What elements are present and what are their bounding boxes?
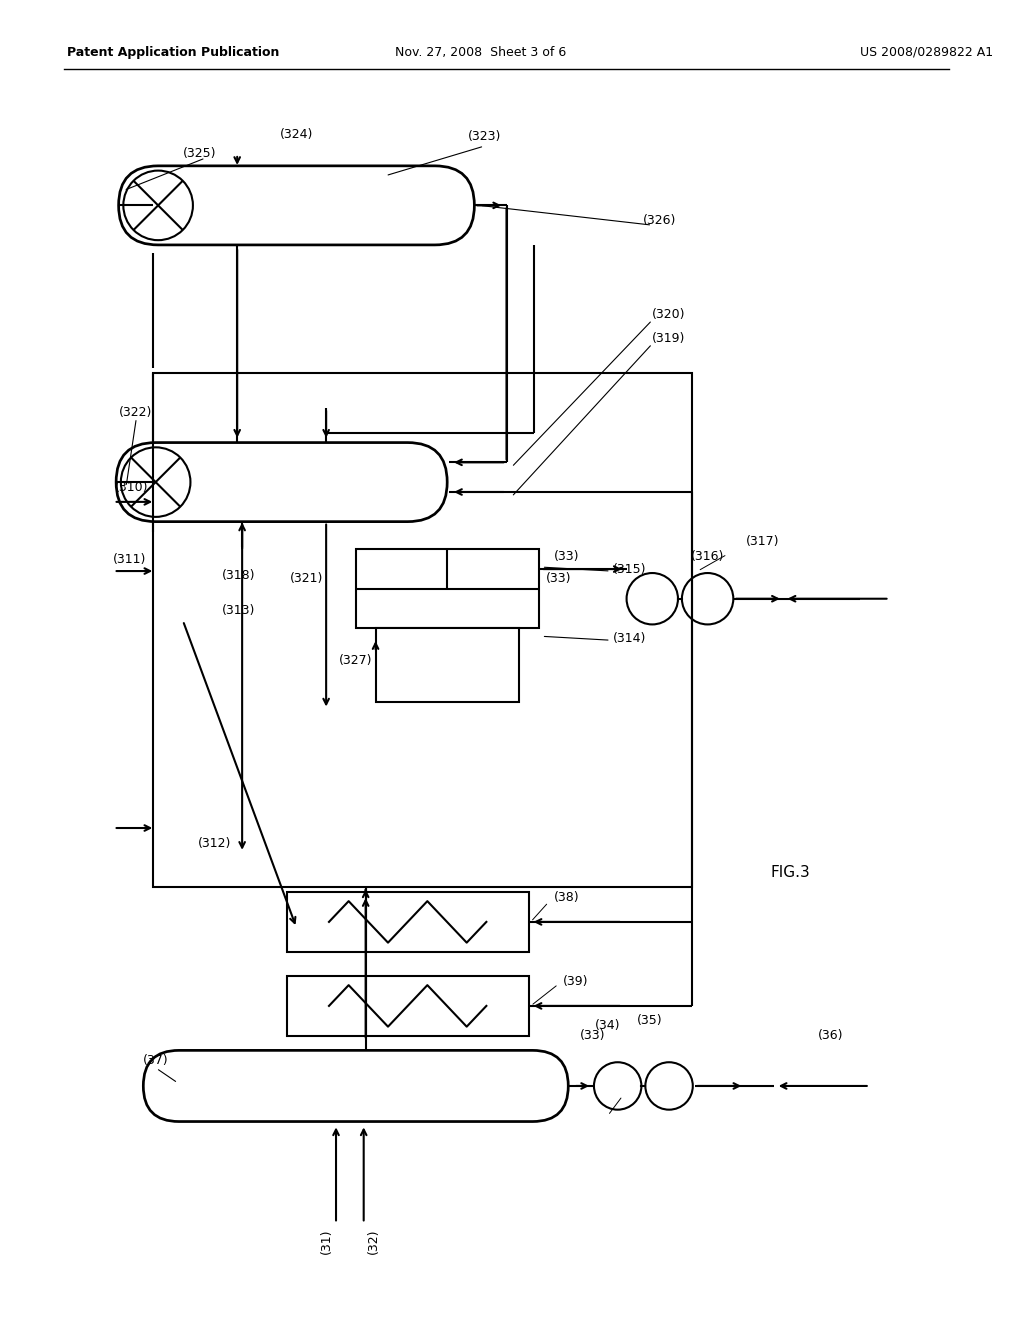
FancyBboxPatch shape (143, 1051, 568, 1122)
Text: (33): (33) (546, 573, 571, 586)
Text: (327): (327) (339, 653, 373, 667)
Text: (315): (315) (612, 562, 646, 576)
Text: (326): (326) (642, 214, 676, 227)
Text: (33): (33) (553, 549, 579, 562)
Text: (34): (34) (595, 1019, 621, 1032)
Text: (38): (38) (553, 891, 579, 904)
Bar (287, 977, 528, 1036)
Text: (311): (311) (113, 553, 146, 566)
Text: (35): (35) (637, 1014, 663, 1027)
Text: (33): (33) (581, 1030, 606, 1041)
Text: FIG.3: FIG.3 (771, 865, 811, 880)
Bar (355, 549, 539, 628)
Bar (287, 892, 528, 952)
Text: (324): (324) (280, 128, 313, 141)
Text: (325): (325) (183, 148, 216, 161)
Text: (39): (39) (563, 974, 589, 987)
Text: (32): (32) (367, 1229, 380, 1254)
Text: (322): (322) (119, 407, 152, 420)
FancyBboxPatch shape (116, 442, 447, 521)
Bar (154, 374, 692, 887)
Text: US 2008/0289822 A1: US 2008/0289822 A1 (860, 46, 993, 58)
Text: (314): (314) (612, 632, 646, 644)
FancyBboxPatch shape (119, 166, 474, 246)
Text: (310): (310) (115, 480, 148, 494)
Text: (320): (320) (652, 308, 686, 321)
Text: (37): (37) (143, 1053, 169, 1067)
Text: Patent Application Publication: Patent Application Publication (68, 46, 280, 58)
Text: (312): (312) (198, 837, 231, 850)
Text: (318): (318) (222, 569, 256, 582)
Text: Nov. 27, 2008  Sheet 3 of 6: Nov. 27, 2008 Sheet 3 of 6 (395, 46, 566, 58)
Text: (321): (321) (290, 573, 323, 586)
Text: (36): (36) (817, 1030, 843, 1041)
Text: (323): (323) (468, 129, 501, 143)
Text: (313): (313) (222, 605, 256, 616)
Text: (319): (319) (652, 333, 686, 346)
Text: (31): (31) (319, 1229, 333, 1254)
Text: (317): (317) (746, 535, 779, 548)
Text: (316): (316) (691, 549, 724, 562)
Bar (376, 628, 519, 702)
